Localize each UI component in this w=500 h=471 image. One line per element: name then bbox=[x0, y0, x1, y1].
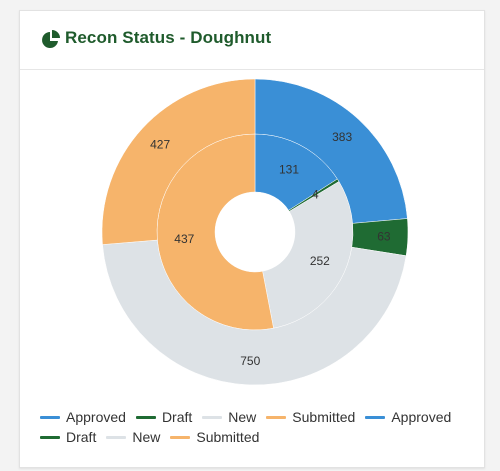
legend-item-new[interactable]: New bbox=[202, 409, 256, 425]
legend-item-approved[interactable]: Approved bbox=[365, 409, 451, 425]
legend-swatch bbox=[365, 415, 386, 419]
doughnut-chart: 131 4 252 437 383 63 750 427 bbox=[101, 78, 409, 386]
legend-swatch bbox=[135, 415, 156, 419]
legend-label: New bbox=[228, 409, 257, 425]
data-label-inner-approved: 131 bbox=[279, 163, 299, 177]
legend-item-new[interactable]: New bbox=[106, 429, 160, 445]
legend-item-approved[interactable]: Approved bbox=[40, 409, 126, 425]
legend-swatch bbox=[40, 415, 60, 419]
data-label-outer-submitted: 427 bbox=[150, 138, 170, 152]
legend-row: Approved Draft New Submitted Approved bbox=[40, 407, 461, 427]
data-label-inner-new: 252 bbox=[310, 254, 330, 268]
legend-label: Submitted bbox=[196, 429, 260, 445]
legend-swatch bbox=[106, 435, 127, 439]
legend-label: Approved bbox=[391, 409, 452, 425]
recon-status-card: Recon Status - Doughnut 131 4 252 437 383 63 7… bbox=[19, 10, 485, 468]
data-label-inner-draft: 4 bbox=[312, 187, 319, 201]
legend-item-draft[interactable]: Draft bbox=[40, 429, 96, 445]
legend-label: Draft bbox=[161, 409, 193, 425]
data-label-outer-new: 750 bbox=[240, 354, 260, 368]
legend-row: Draft New Submitted bbox=[40, 427, 269, 447]
slice-outer-approved[interactable] bbox=[254, 78, 408, 224]
slice-outer-new[interactable] bbox=[102, 239, 407, 386]
legend-swatch bbox=[266, 415, 287, 419]
legend-item-draft[interactable]: Draft bbox=[135, 409, 193, 425]
legend-label: New bbox=[132, 429, 161, 445]
legend-swatch bbox=[170, 435, 191, 439]
legend-swatch bbox=[40, 435, 60, 439]
legend-item-submitted[interactable]: Submitted bbox=[266, 409, 355, 425]
card-title: Recon Status - Doughnut bbox=[65, 28, 272, 47]
legend-label: Approved bbox=[66, 409, 126, 425]
legend-label: Submitted bbox=[292, 409, 356, 425]
card-header: Recon Status - Doughnut bbox=[20, 11, 484, 70]
data-label-outer-approved: 383 bbox=[332, 130, 352, 144]
data-label-inner-submitted: 437 bbox=[174, 232, 194, 246]
slice-outer-submitted[interactable] bbox=[101, 78, 256, 245]
data-label-outer-draft: 63 bbox=[377, 229, 391, 243]
pie-chart-icon bbox=[42, 30, 60, 48]
legend-swatch bbox=[202, 415, 223, 419]
legend-item-submitted[interactable]: Submitted bbox=[170, 429, 259, 445]
legend-label: Draft bbox=[66, 429, 97, 445]
